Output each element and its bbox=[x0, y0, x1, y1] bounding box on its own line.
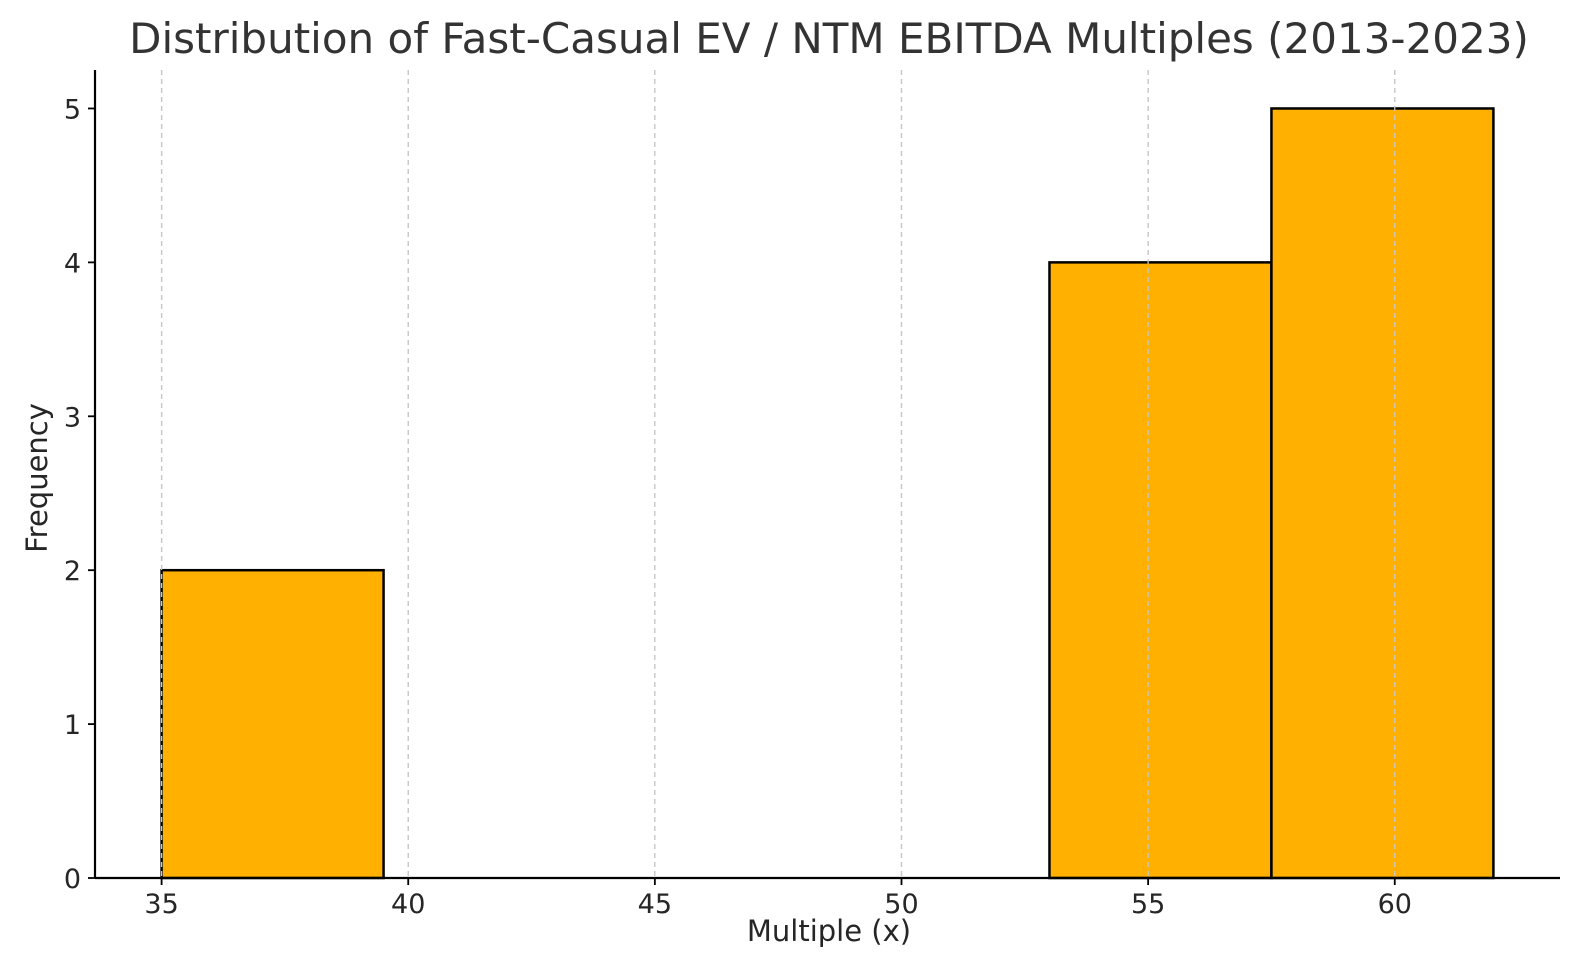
x-tick-label: 40 bbox=[391, 889, 425, 920]
histogram-bar bbox=[1270, 107, 1495, 880]
x-tick-label: 35 bbox=[144, 889, 178, 920]
y-tick-label: 3 bbox=[64, 402, 81, 433]
y-tick-label: 2 bbox=[64, 556, 81, 587]
y-tick-label: 5 bbox=[64, 94, 81, 125]
x-axis-label: Multiple (x) bbox=[747, 914, 911, 948]
histogram-bars bbox=[160, 107, 1495, 880]
y-axis-label: Frequency bbox=[20, 403, 54, 553]
chart-title: Distribution of Fast-Casual EV / NTM EBI… bbox=[129, 14, 1529, 63]
y-tick-label: 0 bbox=[64, 864, 81, 895]
x-tick-label: 45 bbox=[638, 889, 672, 920]
histogram-bar bbox=[1048, 261, 1273, 880]
histogram-bar bbox=[160, 568, 385, 880]
x-tick-label: 55 bbox=[1131, 889, 1165, 920]
x-tick-label: 50 bbox=[884, 889, 918, 920]
x-tick-label: 60 bbox=[1378, 889, 1412, 920]
y-axis-ticks: 0 1 2 3 4 5 bbox=[64, 94, 95, 895]
x-axis-ticks: 35 40 45 50 55 60 bbox=[144, 878, 1412, 920]
y-tick-label: 1 bbox=[64, 710, 81, 741]
y-tick-label: 4 bbox=[64, 248, 81, 279]
